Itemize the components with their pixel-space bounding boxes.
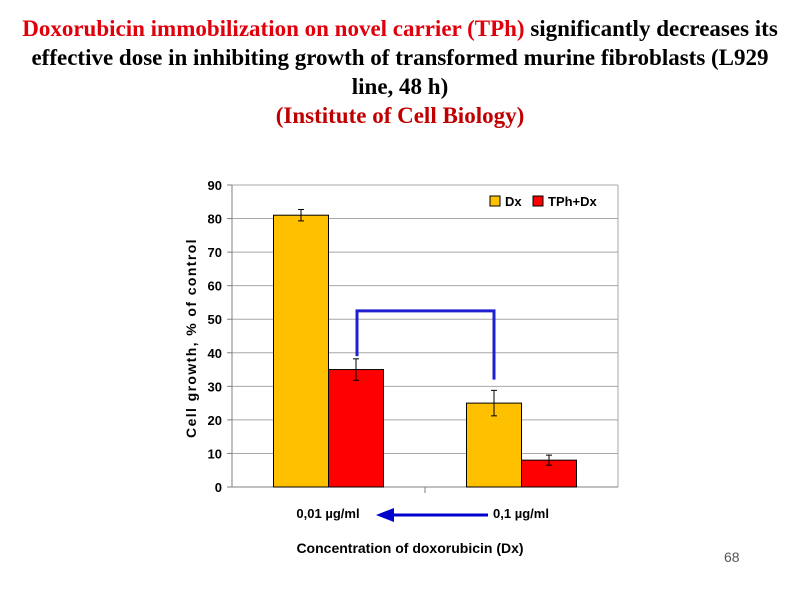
y-tick-label: 50 (208, 312, 222, 327)
bar (466, 402, 522, 488)
x-tick-label: 0,01 µg/ml (296, 506, 359, 521)
page-number: 68 (724, 549, 740, 565)
y-tick-label: 10 (208, 446, 222, 461)
legend-swatch (489, 195, 501, 207)
y-tick-label: 90 (208, 178, 222, 193)
y-tick-label: 70 (208, 245, 222, 260)
y-tick-label: 60 (208, 279, 222, 294)
y-tick-label: 30 (208, 379, 222, 394)
x-tick-label: 0,1 µg/ml (493, 506, 549, 521)
y-tick-label: 80 (208, 212, 222, 227)
bar (273, 214, 329, 488)
bar (328, 369, 384, 488)
institute-label: (Institute of Cell Biology) (275, 103, 525, 128)
title-rest: significantly decreases its effective do… (31, 16, 778, 99)
legend-swatch (532, 195, 544, 207)
comparison-bracket (355, 309, 496, 380)
title-highlight: Doxorubicin immobilization on novel carr… (22, 16, 525, 41)
arrow-head (376, 508, 394, 522)
legend-label: TPh+Dx (548, 194, 598, 209)
slide-title: Doxorubicin immobilization on novel carr… (20, 14, 780, 130)
y-tick-label: 40 (208, 346, 222, 361)
x-axis-title: Concentration of doxorubicin (Dx) (296, 540, 523, 556)
y-tick-label: 0 (215, 480, 222, 495)
legend-label: Dx (505, 194, 522, 209)
y-axis-title: Cell growth, % of control (183, 238, 199, 438)
y-tick-label: 20 (208, 413, 222, 428)
